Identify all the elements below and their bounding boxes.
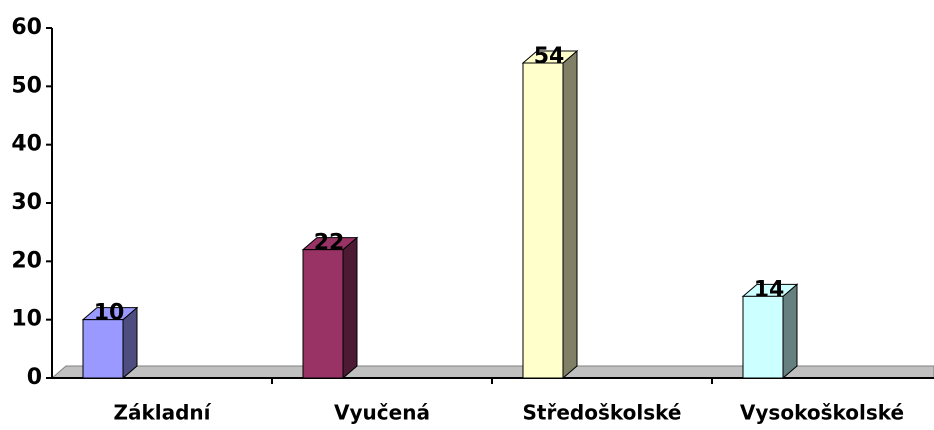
data-label: 14: [754, 277, 785, 302]
bar-side: [562, 49, 578, 380]
y-tick-label: 60: [11, 15, 42, 40]
bar: [522, 62, 564, 379]
y-tick-label: 50: [11, 73, 42, 98]
bar-side: [342, 236, 358, 380]
y-tick-label: 40: [11, 132, 42, 157]
bar-side: [782, 283, 798, 380]
x-tick-label: Středoškolské: [523, 401, 682, 425]
y-tick-label: 10: [11, 307, 42, 332]
data-label: 22: [314, 231, 345, 256]
floor: [50, 365, 934, 379]
bar: [82, 319, 124, 379]
y-tick-label: 20: [11, 248, 42, 273]
x-tick-label: Vyučená: [334, 401, 430, 425]
data-label: 54: [534, 44, 565, 69]
bar: [302, 249, 344, 379]
y-tick-label: 30: [11, 190, 42, 215]
data-label: 10: [94, 301, 125, 326]
x-tick-label: Základní: [113, 401, 211, 425]
y-tick-label: 0: [27, 365, 42, 390]
x-tick-label: Vysokoškolské: [740, 401, 904, 425]
bar: [742, 295, 784, 379]
